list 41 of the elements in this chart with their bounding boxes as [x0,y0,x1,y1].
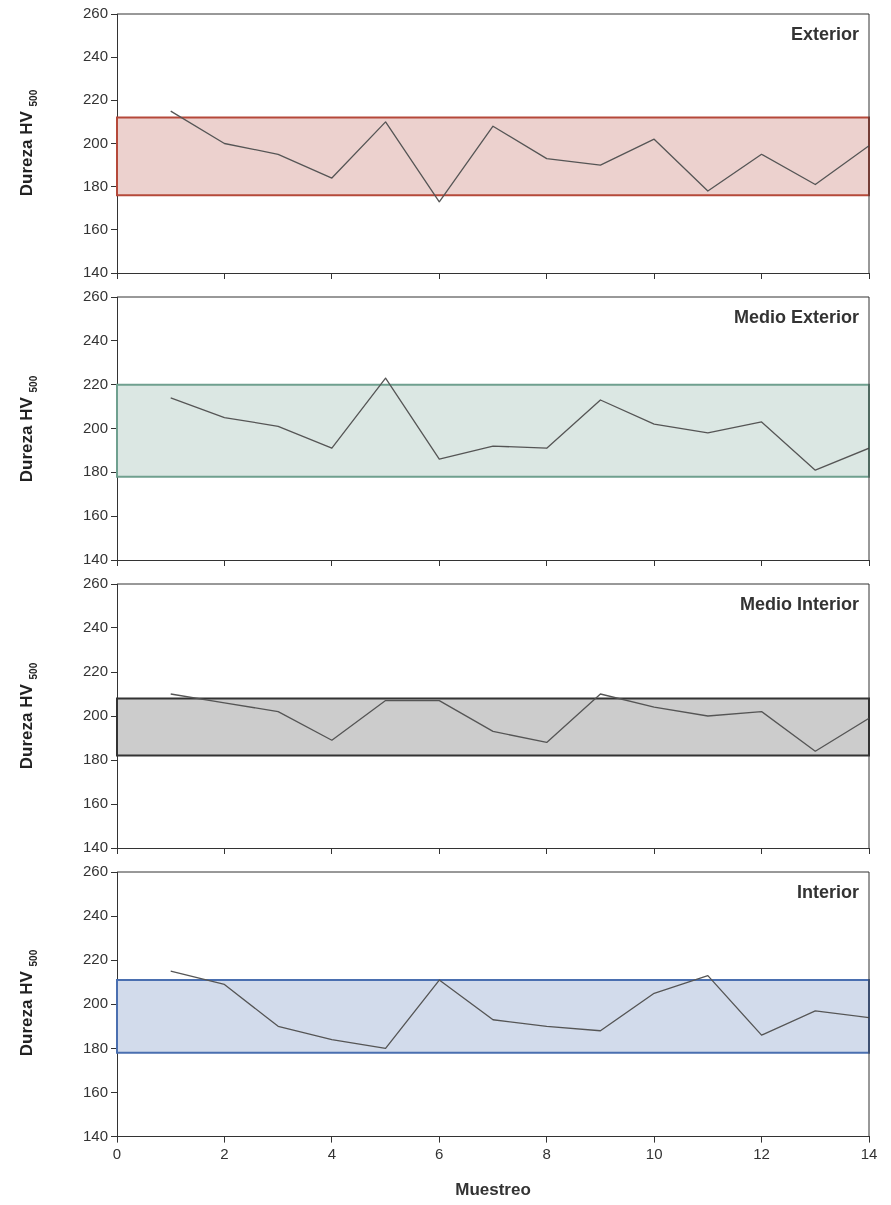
y-tick-label: 180 [82,176,108,194]
y-tick-label: 220 [82,950,108,968]
y-tick-label: 200 [82,418,108,436]
y-tick-label: 140 [82,263,108,281]
text: Medio Interior [739,593,859,614]
y-tick-label: 240 [82,47,108,65]
y-tick-label: 200 [82,133,108,151]
y-tick-label: 260 [82,574,108,592]
y-tick-label: 240 [82,906,108,924]
y-tick-label: 160 [82,219,108,237]
x-tick-label: 14 [860,1144,878,1162]
y-tick-label: 220 [82,90,108,108]
x-tick-label: 0 [112,1144,122,1162]
y-tick-label: 160 [82,794,108,812]
y-tick-label: 260 [82,287,108,305]
y-tick-label: 180 [82,750,108,768]
y-tick-label: 140 [82,550,108,568]
text: Interior [796,881,859,902]
y-tick-label: 200 [82,706,108,724]
y-tick-label: 260 [82,4,108,22]
y-tick-label: 160 [82,1082,108,1100]
y-tick-label: 200 [82,994,108,1012]
y-tick-label: 140 [82,1126,108,1144]
y-tick-label: 260 [82,862,108,880]
y-tick-label: 180 [82,1038,108,1056]
x-tick-label: 12 [753,1144,770,1162]
y-tick-label: 220 [82,662,108,680]
x-tick-label: 2 [220,1144,229,1162]
x-tick-label: 6 [435,1144,444,1162]
text: Exterior [790,23,859,44]
y-tick-label: 240 [82,618,108,636]
y-tick-label: 240 [82,330,108,348]
y-tick-label: 140 [82,838,108,856]
text: Medio Exterior [733,306,859,327]
y-tick-label: 220 [82,374,108,392]
x-tick-label: 10 [645,1144,663,1162]
y-tick-label: 160 [82,506,108,524]
y-tick-label: 180 [82,462,108,480]
x-tick-label: 4 [327,1144,337,1162]
x-tick-label: 8 [542,1144,551,1162]
x-axis-title: Muestreo [455,1180,531,1200]
